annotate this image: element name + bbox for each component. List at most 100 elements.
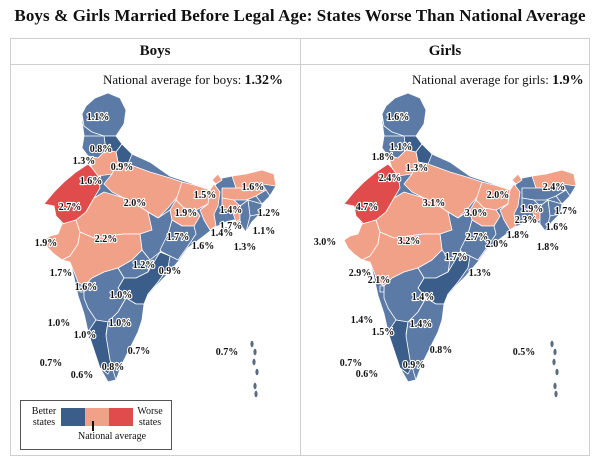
- girls-state-tn[interactable]: [405, 297, 445, 381]
- girls-state-value-label: 1.8%: [372, 152, 395, 163]
- girls-state-sk[interactable]: [511, 173, 523, 185]
- girls-state-value-label: 1.3%: [406, 163, 429, 174]
- girls-island-1: [553, 348, 557, 356]
- girls-state-value-label: 2.9%: [349, 268, 372, 279]
- legend: Better states Worse states National aver…: [20, 400, 172, 450]
- girls-state-od[interactable]: [459, 219, 497, 261]
- girls-state-value-label: 1.8%: [537, 242, 560, 253]
- panel-divider: [300, 38, 301, 456]
- boys-state-value-label: 1.7%: [50, 268, 73, 279]
- girls-state-value-label: 1.8%: [507, 230, 530, 241]
- boys-state-value-label: 2.7%: [59, 202, 82, 213]
- girls-label-halo: 2.4%: [379, 173, 402, 184]
- boys-state-value-label: 1.5%: [194, 190, 217, 201]
- boys-state-wb[interactable]: [199, 183, 221, 231]
- girls-state-wb[interactable]: [499, 183, 521, 231]
- boys-state-up[interactable]: [103, 161, 183, 219]
- boys-state-value-label: 1.6%: [75, 282, 98, 293]
- boys-label-halo: 1.0%: [109, 318, 132, 329]
- girls-label-halo: 2.1%: [368, 275, 391, 286]
- girls-state-value-label: 0.9%: [403, 360, 426, 371]
- boys-state-tn[interactable]: [105, 297, 145, 381]
- boys-state-value-label: 1.1%: [87, 112, 110, 123]
- legend-national-marker: [92, 421, 94, 431]
- girls-state-value-label: 0.8%: [430, 345, 453, 356]
- boys-label-halo: 0.9%: [159, 266, 182, 277]
- girls-state-value-label: 2.3%: [515, 215, 538, 226]
- girls-label-halo: 1.3%: [469, 268, 492, 279]
- boys-panel-title: Boys: [139, 43, 171, 59]
- boys-state-ne_mz[interactable]: [239, 199, 251, 233]
- boys-label-halo: 1.7%: [167, 232, 190, 243]
- girls-state-value-label: 2.0%: [486, 239, 509, 250]
- girls-label-halo: 2.3%: [515, 215, 538, 226]
- boys-average-value: 1.32%: [244, 73, 284, 88]
- boys-state-value-label: 1.7%: [167, 232, 190, 243]
- girls-label-halo: 0.8%: [430, 345, 453, 356]
- girls-state-regions: [343, 92, 577, 398]
- girls-label-halo: 0.7%: [340, 358, 363, 369]
- boys-national-average: National average for boys: 1.32%: [103, 72, 283, 89]
- boys-state-value-label: 1.3%: [73, 156, 96, 167]
- boys-island-1: [253, 348, 257, 356]
- girls-state-value-label: 0.7%: [340, 358, 363, 369]
- girls-island-2: [552, 358, 556, 366]
- girls-state-value-label: 1.4%: [412, 292, 435, 303]
- boys-state-value-label: 1.6%: [80, 176, 103, 187]
- boys-state-value-label: 0.9%: [111, 162, 134, 173]
- boys-state-value-label: 1.0%: [110, 290, 133, 301]
- girls-label-halo: 1.3%: [406, 163, 429, 174]
- girls-label-halo: 1.8%: [372, 152, 395, 163]
- boys-state-goa[interactable]: [79, 285, 85, 293]
- boys-state-value-label: 2.0%: [124, 198, 147, 209]
- boys-state-sk[interactable]: [211, 173, 223, 185]
- girls-state-value-label: 1.5%: [372, 327, 395, 338]
- boys-label-halo: 1.2%: [258, 208, 281, 219]
- boys-label-halo: 1.2%: [133, 260, 156, 271]
- boys-state-value-label: 0.9%: [159, 266, 182, 277]
- boys-label-halo: 0.9%: [111, 162, 134, 173]
- girls-state-value-label: 1.9%: [521, 204, 544, 215]
- boys-state-od[interactable]: [159, 219, 197, 261]
- girls-state-value-label: 2.4%: [543, 182, 566, 193]
- girls-label-halo: 2.9%: [349, 268, 372, 279]
- boys-label-halo: 0.8%: [90, 144, 113, 155]
- legend-swatch-better-dark: [61, 408, 85, 426]
- girls-island-5: [554, 390, 558, 398]
- girls-state-value-label: 2.1%: [368, 275, 391, 286]
- girls-state-value-label: 3.2%: [398, 236, 421, 247]
- boys-label-halo: 1.6%: [75, 282, 98, 293]
- boys-state-value-label: 1.7%: [220, 221, 243, 232]
- boys-state-value-label: 0.6%: [71, 370, 94, 381]
- girls-national-average: National average for girls: 1.9%: [412, 72, 584, 89]
- legend-swatch-worse-dark: [109, 408, 133, 426]
- header-divider: [10, 64, 590, 65]
- girls-state-value-label: 1.3%: [469, 268, 492, 279]
- boys-state-value-label: 1.4%: [211, 228, 234, 239]
- girls-state-goa[interactable]: [379, 285, 385, 293]
- girls-state-value-label: 2.7%: [466, 232, 489, 243]
- boys-label-halo: 0.7%: [128, 346, 151, 357]
- boys-state-ne_nl[interactable]: [255, 189, 271, 205]
- boys-label-halo: 1.9%: [175, 208, 198, 219]
- girls-state-value-label: 0.5%: [513, 347, 536, 358]
- girls-state-ne_mz[interactable]: [539, 199, 551, 233]
- boys-label-halo: 1.6%: [192, 241, 215, 252]
- girls-label-halo: 3.2%: [398, 236, 421, 247]
- boys-average-label: National average for boys:: [103, 72, 242, 87]
- boys-label-halo: 0.7%: [216, 347, 239, 358]
- girls-state-value-label: 1.6%: [387, 112, 410, 123]
- girls-label-halo: 0.5%: [513, 347, 536, 358]
- boys-state-rj[interactable]: [43, 163, 101, 225]
- girls-label-halo: 1.8%: [537, 242, 560, 253]
- girls-average-value: 1.9%: [552, 73, 584, 88]
- girls-state-ne_nl[interactable]: [555, 189, 571, 205]
- boys-state-regions: [43, 92, 277, 398]
- girls-state-up[interactable]: [403, 161, 483, 219]
- girls-label-halo: 1.8%: [507, 230, 530, 241]
- girls-state-value-label: 1.4%: [410, 319, 433, 330]
- girls-state-rj[interactable]: [343, 163, 401, 225]
- boys-label-halo: 1.6%: [80, 176, 103, 187]
- boys-label-halo: 1.0%: [110, 290, 133, 301]
- girls-state-value-label: 1.7%: [555, 206, 578, 217]
